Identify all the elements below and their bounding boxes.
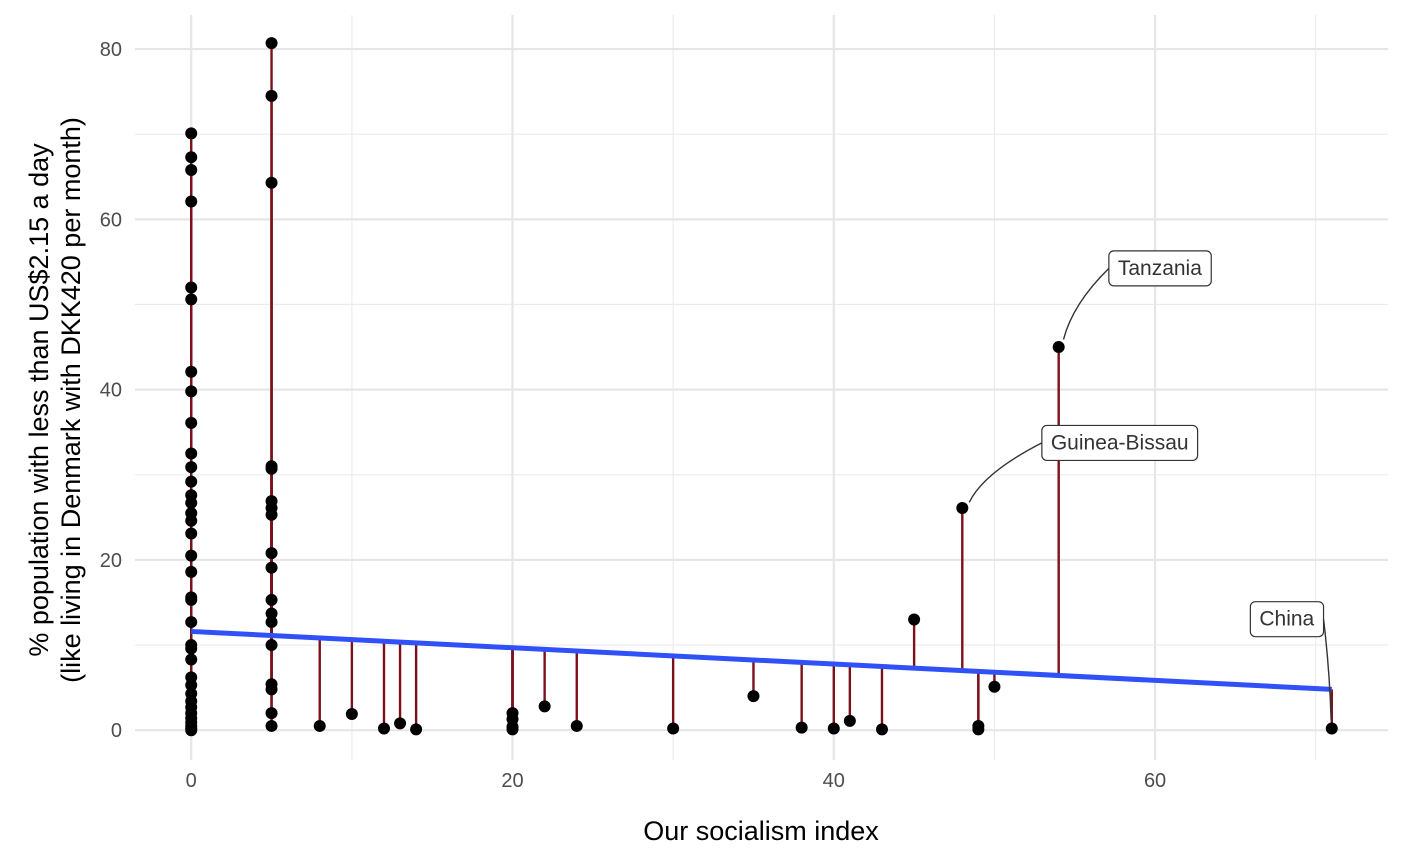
data-point bbox=[394, 717, 407, 730]
data-point bbox=[185, 365, 198, 378]
data-point bbox=[185, 653, 198, 666]
annotation-text: Guinea-Bissau bbox=[1051, 431, 1189, 454]
data-point bbox=[265, 683, 278, 696]
data-point bbox=[185, 293, 198, 306]
data-points bbox=[185, 37, 1338, 737]
y-tick-label: 0 bbox=[111, 720, 122, 742]
data-point bbox=[265, 593, 278, 606]
data-point bbox=[185, 642, 198, 655]
data-point-china bbox=[1325, 722, 1338, 735]
data-point bbox=[988, 680, 1001, 693]
annotation-labels: Tanzania Guinea-Bissau China bbox=[968, 250, 1332, 720]
y-tick-label: 40 bbox=[100, 380, 122, 402]
y-tick-label: 20 bbox=[100, 550, 122, 572]
y-axis-title-line-1: % population with less than US$2.15 a da… bbox=[24, 143, 54, 657]
data-point bbox=[506, 723, 519, 736]
data-point bbox=[185, 416, 198, 429]
data-point bbox=[185, 127, 198, 140]
data-point bbox=[570, 719, 583, 732]
annotation-text: Tanzania bbox=[1118, 257, 1202, 280]
data-point bbox=[185, 565, 198, 578]
data-point bbox=[265, 707, 278, 720]
y-axis-title-line-2: (like living in Denmark with DKK420 per … bbox=[56, 117, 86, 683]
data-point bbox=[972, 723, 985, 736]
data-point-tanzania bbox=[1052, 341, 1065, 354]
data-point bbox=[265, 547, 278, 560]
annotation-leader-line bbox=[968, 442, 1043, 503]
data-point bbox=[185, 496, 198, 509]
data-point bbox=[185, 475, 198, 488]
x-tick-label: 40 bbox=[823, 770, 845, 792]
data-point bbox=[667, 722, 680, 735]
data-point bbox=[185, 593, 198, 606]
data-point bbox=[185, 514, 198, 527]
data-point bbox=[185, 724, 198, 737]
data-point bbox=[843, 714, 856, 727]
data-point bbox=[875, 723, 888, 736]
data-point bbox=[265, 37, 278, 50]
data-point bbox=[410, 723, 423, 736]
data-point bbox=[185, 461, 198, 474]
x-axis-title: Our socialism index bbox=[643, 816, 879, 846]
data-point bbox=[185, 385, 198, 398]
x-tick-label: 60 bbox=[1144, 770, 1166, 792]
data-point bbox=[265, 561, 278, 574]
data-point bbox=[265, 639, 278, 652]
data-point bbox=[265, 508, 278, 521]
trend-line-group bbox=[191, 628, 1332, 692]
data-point bbox=[185, 163, 198, 176]
data-point bbox=[747, 690, 760, 703]
data-point bbox=[185, 151, 198, 164]
major-gridlines bbox=[135, 15, 1388, 760]
data-point bbox=[185, 616, 198, 629]
data-point bbox=[185, 281, 198, 294]
y-tick-labels: 0 20 40 60 80 bbox=[100, 39, 122, 742]
data-point bbox=[265, 89, 278, 102]
data-point bbox=[908, 613, 921, 626]
data-point bbox=[265, 719, 278, 732]
data-point bbox=[185, 679, 198, 692]
data-point bbox=[185, 447, 198, 460]
y-tick-label: 60 bbox=[100, 209, 122, 231]
data-point bbox=[827, 722, 840, 735]
annotation-tanzania: Tanzania bbox=[1062, 250, 1212, 340]
minor-gridlines bbox=[135, 15, 1388, 760]
data-point bbox=[313, 719, 326, 732]
data-point bbox=[345, 708, 358, 721]
data-point bbox=[377, 722, 390, 735]
data-point bbox=[265, 176, 278, 189]
x-tick-label: 0 bbox=[186, 770, 197, 792]
y-tick-label: 80 bbox=[100, 39, 122, 61]
data-point bbox=[265, 616, 278, 629]
data-point bbox=[185, 527, 198, 540]
data-point bbox=[185, 195, 198, 208]
data-point bbox=[795, 721, 808, 734]
data-point bbox=[538, 700, 551, 713]
annotation-china: China bbox=[1249, 601, 1332, 720]
data-point bbox=[265, 462, 278, 475]
data-point bbox=[185, 549, 198, 562]
annotation-leader-line bbox=[1062, 267, 1110, 340]
annotation-text: China bbox=[1259, 608, 1314, 631]
annotation-guinea-bissau: Guinea-Bissau bbox=[968, 424, 1199, 503]
data-point bbox=[265, 607, 278, 620]
x-tick-labels: 0 20 40 60 bbox=[186, 770, 1167, 792]
data-point-guinea-bissau bbox=[956, 501, 969, 514]
trend-line bbox=[191, 628, 1332, 692]
y-axis-title: % population with less than US$2.15 a da… bbox=[24, 117, 86, 683]
x-tick-label: 20 bbox=[501, 770, 523, 792]
residual-segments bbox=[190, 43, 1333, 731]
annotation-leader-line bbox=[1322, 619, 1332, 720]
